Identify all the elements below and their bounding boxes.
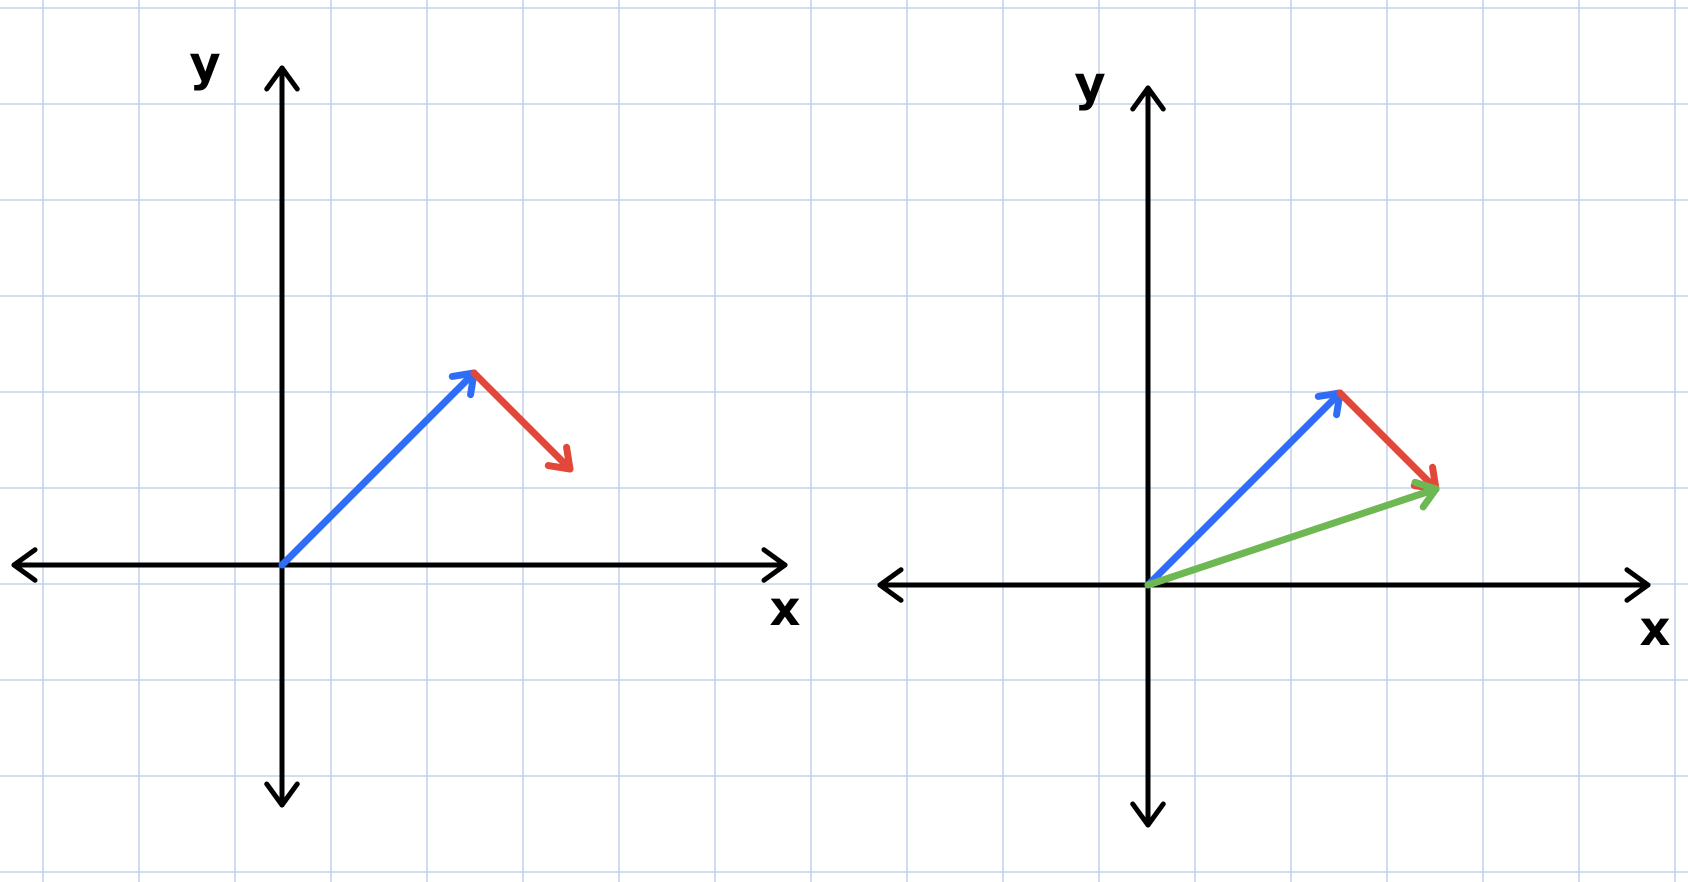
vectors-left [278,369,574,569]
vector-a-line [1144,389,1344,589]
x-axis-label-right: x [1640,601,1671,657]
x-axis-arrow-left [877,567,904,603]
x-axis-arrow-right [761,547,788,583]
vector-sum-arrowhead [1411,478,1440,511]
diagram-right: y x [877,56,1671,828]
y-axis-arrow-down [264,781,300,808]
vector-sum-line [1144,485,1440,589]
vector-b-line [1336,389,1440,493]
x-axis-arrow-left [11,547,38,583]
x-axis-arrow-right [1624,567,1651,603]
y-axis-label-left: y [189,36,220,92]
vector-b-line [470,369,574,473]
vector-a-line [278,369,478,569]
vectors-right [1144,389,1440,589]
y-axis-arrow-up [264,65,300,92]
axes-left [11,65,788,808]
x-axis-label-left: x [770,581,801,637]
vector-b-arrowhead [544,443,574,473]
y-axis-label-right: y [1074,56,1105,112]
diagram-left: y x [11,36,801,808]
y-axis-arrow-down [1130,801,1166,828]
y-axis-arrow-up [1130,85,1166,112]
axes-right [877,85,1651,828]
